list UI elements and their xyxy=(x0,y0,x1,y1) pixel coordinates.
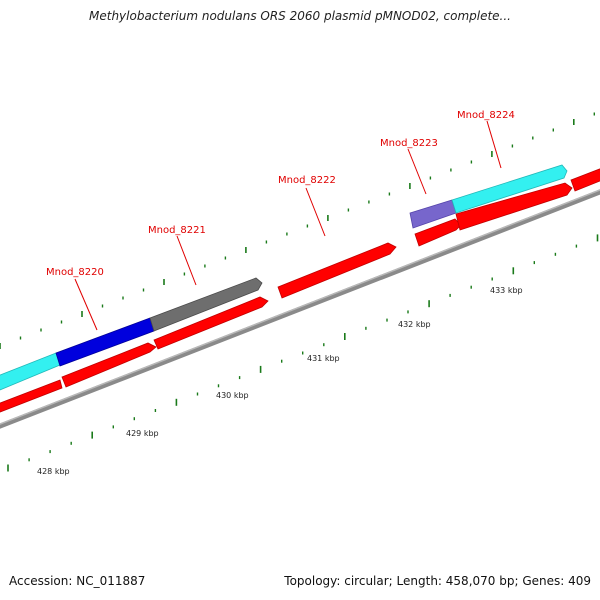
cds-blue[interactable] xyxy=(55,317,155,367)
scale-label: 432 kbp xyxy=(398,320,431,329)
cds-cyan[interactable] xyxy=(451,164,568,214)
cds-arrow[interactable] xyxy=(277,242,397,299)
outer-tick-ring xyxy=(0,112,595,349)
scale-label: 431 kbp xyxy=(307,354,340,363)
cds-arrow[interactable] xyxy=(0,379,63,414)
scale-label: 433 kbp xyxy=(490,286,523,295)
scale-label: 428 kbp xyxy=(37,467,70,476)
cds-gray[interactable] xyxy=(149,277,263,332)
cds-arrow[interactable] xyxy=(153,296,269,350)
accession-text: Accession: NC_011887 xyxy=(9,574,146,588)
scale-labels: 428 kbp 429 kbp 430 kbp 431 kbp 432 kbp … xyxy=(37,286,523,476)
gene-label[interactable]: Mnod_8221 xyxy=(148,225,206,236)
backbone xyxy=(0,189,600,429)
gene-label[interactable]: Mnod_8224 xyxy=(457,110,515,121)
scale-tick-ring xyxy=(7,234,599,472)
scale-label: 429 kbp xyxy=(126,429,159,438)
cds-arrow[interactable] xyxy=(61,342,157,388)
cds-arrow[interactable] xyxy=(455,182,573,231)
gene-label-leaders xyxy=(74,120,502,331)
cds-features[interactable] xyxy=(0,164,600,414)
gene-label[interactable]: Mnod_8220 xyxy=(46,267,104,278)
cds-arrow[interactable] xyxy=(414,218,462,247)
map-title: Methylobacterium nodulans ORS 2060 plasm… xyxy=(89,9,511,23)
gene-label[interactable]: Mnod_8222 xyxy=(278,175,336,186)
cds-arrow[interactable] xyxy=(570,165,600,192)
summary-text: Topology: circular; Length: 458,070 bp; … xyxy=(284,574,591,588)
scale-label: 430 kbp xyxy=(216,391,249,400)
gene-label[interactable]: Mnod_8223 xyxy=(380,138,438,149)
gene-labels: Mnod_8220 Mnod_8221 Mnod_8222 Mnod_8223 … xyxy=(46,110,515,278)
